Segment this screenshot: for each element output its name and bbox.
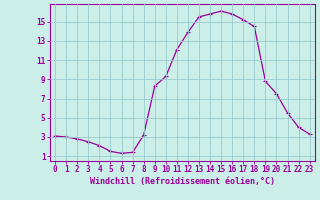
X-axis label: Windchill (Refroidissement éolien,°C): Windchill (Refroidissement éolien,°C) [90, 177, 275, 186]
